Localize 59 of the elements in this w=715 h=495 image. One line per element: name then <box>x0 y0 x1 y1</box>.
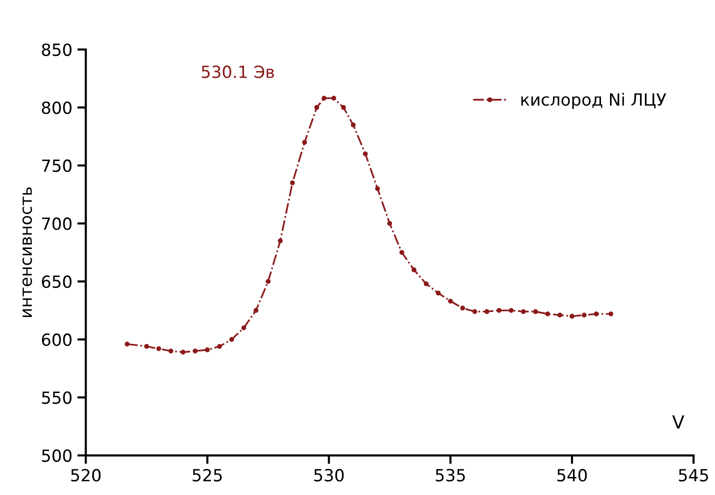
x-axis-title: V <box>672 415 684 429</box>
point <box>156 346 162 352</box>
point <box>608 311 614 316</box>
y-tick-label: 800 <box>42 101 72 114</box>
x-tick-label: 525 <box>192 468 222 482</box>
point <box>341 105 346 110</box>
point <box>362 151 368 156</box>
point <box>570 314 574 319</box>
point <box>484 309 490 314</box>
annotation: 530.1 Эв <box>202 66 274 78</box>
point <box>229 337 234 342</box>
point <box>144 344 150 349</box>
x-tick-label: 545 <box>678 469 708 482</box>
point <box>460 306 466 311</box>
point <box>266 279 271 284</box>
y-tick-label: 550 <box>42 391 72 404</box>
point <box>424 281 429 286</box>
point <box>278 238 283 244</box>
point <box>472 309 478 314</box>
point <box>350 122 356 128</box>
y-tick-label: 750 <box>42 159 72 172</box>
point <box>241 325 246 330</box>
point <box>192 348 198 354</box>
point <box>448 298 453 304</box>
point <box>254 308 258 313</box>
point <box>545 311 550 316</box>
point <box>302 140 308 145</box>
point <box>508 308 514 313</box>
point <box>399 250 404 255</box>
point <box>217 344 222 349</box>
point <box>582 312 587 318</box>
x-tick-label: 540 <box>557 468 587 482</box>
point <box>290 180 295 186</box>
y-tick-label: 850 <box>42 43 72 56</box>
point <box>533 309 538 314</box>
point <box>331 96 336 101</box>
point <box>436 290 441 296</box>
point <box>124 342 130 346</box>
point <box>496 308 502 313</box>
point <box>412 267 416 272</box>
point <box>322 96 326 101</box>
point <box>594 311 599 316</box>
y-tick-label: 700 <box>42 217 72 230</box>
y-tick-label: 600 <box>42 333 72 346</box>
point <box>168 348 174 354</box>
x-tick-label: 535 <box>436 468 465 482</box>
legend-label: кислород Ni ЛЦУ <box>521 92 666 110</box>
point <box>387 221 392 226</box>
y-tick-label: 500 <box>42 449 72 462</box>
point <box>204 347 210 352</box>
point <box>180 350 186 355</box>
y-tick-label: 650 <box>42 275 72 288</box>
point <box>557 312 562 318</box>
point <box>314 105 320 110</box>
point <box>375 186 380 192</box>
x-tick-label: 530 <box>314 468 344 482</box>
y-axis-title: интенсивность <box>22 187 32 318</box>
point <box>520 309 526 314</box>
x-tick-label: 520 <box>71 468 101 482</box>
